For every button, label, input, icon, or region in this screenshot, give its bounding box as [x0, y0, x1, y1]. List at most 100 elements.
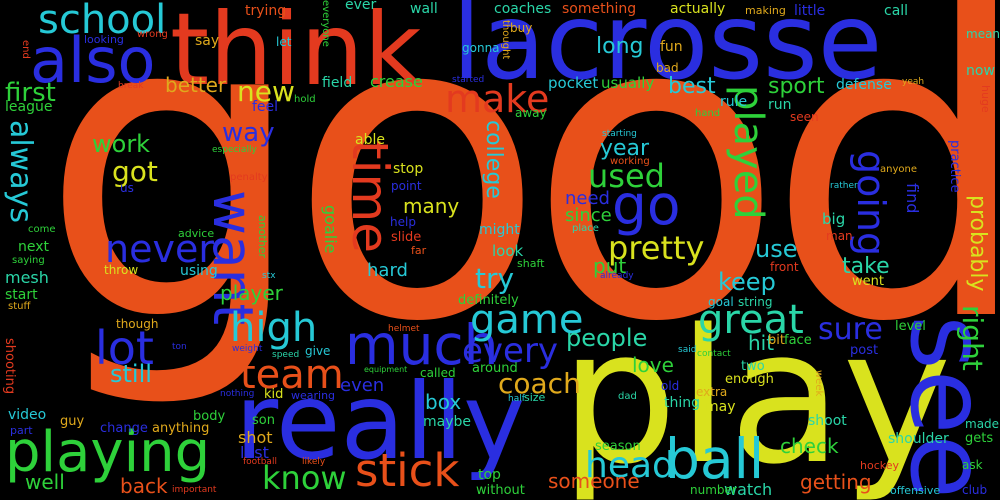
word-see: see [887, 315, 1000, 499]
word-always: always [3, 120, 38, 224]
word-every: every [462, 331, 559, 371]
word-love: love [632, 353, 674, 377]
word-maybe: maybe [423, 414, 472, 430]
word-half: half [508, 394, 525, 404]
word-watch: watch [724, 480, 773, 499]
word-way: way [222, 118, 275, 148]
word-two: two [741, 359, 765, 374]
word-especially: especially [212, 145, 257, 155]
word-definitely: definitely [458, 293, 519, 308]
word-try: try [475, 262, 515, 295]
word-club: club [962, 483, 988, 497]
word-throw: throw [104, 263, 139, 277]
word-size: size [524, 391, 546, 404]
word-coaches: coaches [494, 1, 552, 17]
word-went: went [852, 274, 884, 289]
word-wearing: wearing [291, 389, 336, 402]
word-crease: crease [370, 72, 423, 91]
word-also: also [30, 24, 156, 97]
word-ball: ball [665, 427, 765, 491]
word-thought: thought [500, 20, 511, 60]
word-getting: getting [800, 470, 872, 494]
word-new: new [237, 75, 295, 108]
word-trying: trying [245, 3, 287, 19]
word-help: help [390, 215, 416, 229]
word-time: time [341, 140, 399, 253]
word-year: year [600, 136, 650, 161]
word-start: start [5, 287, 38, 303]
word-really: really [235, 361, 526, 483]
word-think: think [170, 0, 422, 108]
word-know: know [262, 459, 347, 497]
word-dad: dad [618, 391, 637, 402]
word-made: made [965, 417, 1000, 431]
word-ever: ever [345, 0, 377, 13]
word-play: play [560, 289, 952, 500]
word-ask: ask [962, 458, 983, 472]
word-week: week [813, 370, 824, 397]
word-penalty: penalty [230, 172, 268, 183]
word-advice: advice [178, 227, 215, 240]
word-lot: lot [95, 321, 154, 375]
word-break: break [118, 81, 144, 91]
word-around: around [472, 361, 518, 376]
word-front: front [770, 260, 799, 274]
word-video: video [8, 407, 47, 423]
word-shaft: shaft [517, 257, 545, 270]
word-look: look [492, 242, 524, 260]
word-working: working [610, 156, 650, 167]
word-son: son [252, 413, 275, 428]
word-first: first [5, 78, 56, 108]
word-wall: wall [410, 1, 438, 17]
word-able: able [355, 132, 385, 148]
word-used: used [588, 157, 665, 195]
word-playing: playing [5, 420, 211, 485]
word-lacrosse: lacrosse [452, 0, 883, 103]
word-box: box [425, 390, 462, 414]
word-may: may [705, 399, 736, 415]
word-field: field [322, 75, 353, 91]
word-anyone: anyone [880, 164, 917, 175]
word-starting: starting [602, 129, 637, 139]
word-away: away [515, 106, 547, 120]
word-school: school [38, 0, 167, 43]
word-man: man [826, 229, 853, 243]
word-string: string [738, 295, 773, 309]
word-best: best [668, 74, 716, 99]
word-now: now [966, 63, 995, 79]
word-use: use [755, 235, 798, 263]
word-extra: extra [696, 385, 728, 399]
word-take: take [842, 254, 890, 279]
word-bit: bit [768, 333, 785, 348]
word-say: say [195, 33, 220, 49]
word-important: important [172, 485, 217, 495]
word-using: using [180, 263, 218, 279]
word-stuff: stuff [8, 301, 31, 312]
word-even: even [340, 375, 385, 396]
word-sure: sure [818, 312, 883, 347]
word-without: without [476, 483, 525, 498]
word-change: change [100, 421, 148, 436]
word-ton: ton [172, 342, 187, 352]
word-put: put [593, 254, 627, 278]
word-gonna: gonna [462, 41, 500, 55]
word-stop: stop [393, 161, 424, 177]
word-come: come [28, 224, 56, 235]
word-feel: feel [252, 99, 279, 115]
word-might: might [479, 222, 520, 238]
word-shot: shot [238, 428, 273, 447]
word-mean: mean [966, 27, 1000, 41]
word-goal: goal [708, 295, 734, 309]
word-long: long [596, 34, 644, 59]
word-hand: hand [695, 108, 721, 119]
word-since: since [565, 205, 612, 226]
word-bad: bad [656, 61, 679, 75]
word-team: team [240, 352, 344, 398]
word-sport: sport [768, 74, 825, 99]
word-usually: usually [601, 74, 655, 92]
word-top: top [478, 467, 501, 483]
word-gets: gets [965, 431, 994, 446]
word-making: making [745, 4, 786, 17]
word-check: check [780, 434, 839, 458]
word-coach: coach [498, 367, 581, 400]
